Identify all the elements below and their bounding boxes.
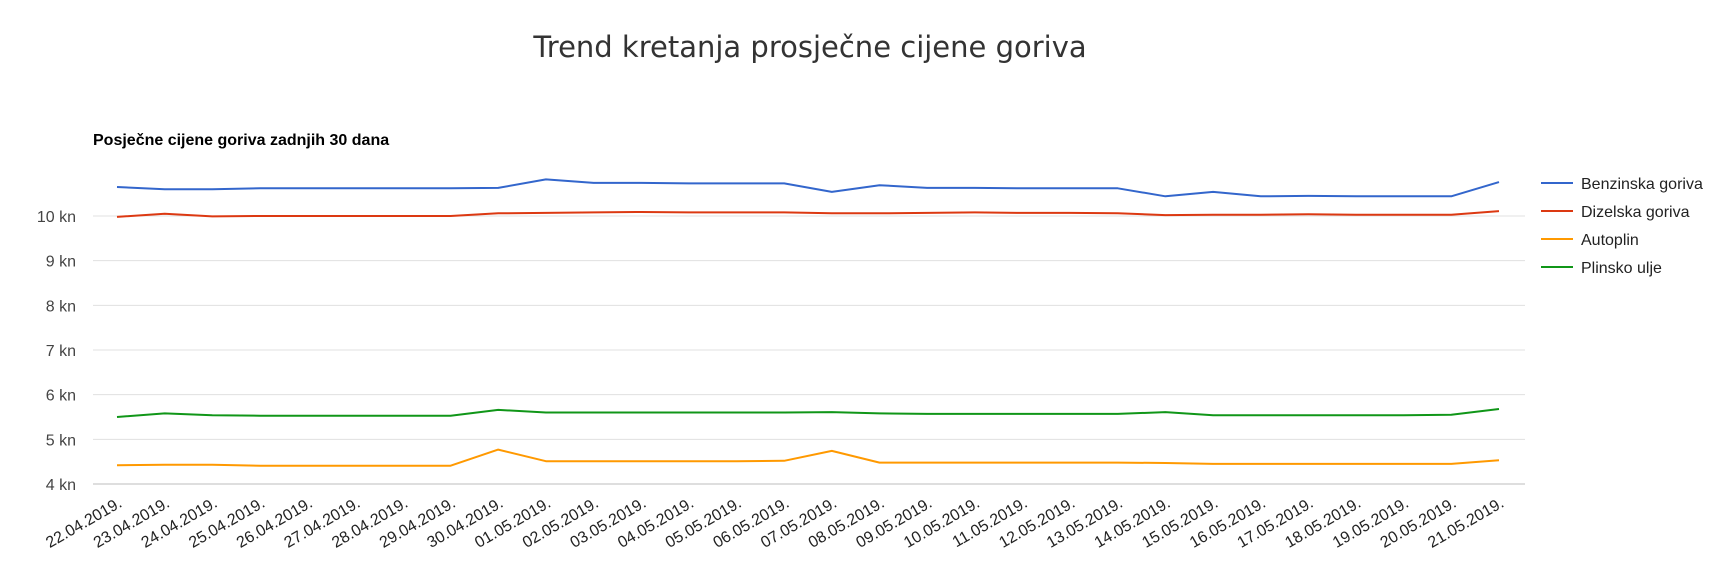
y-tick-label: 9 kn: [46, 254, 76, 271]
legend: Benzinska goriva Dizelska goriva Autoplin P…: [1541, 176, 1703, 277]
series-line-dizelska-goriva: [116, 210, 1500, 218]
y-tick-label: 8 kn: [46, 298, 76, 315]
legend-label: Plinsko ulje: [1581, 260, 1662, 277]
series-line-autoplin: [116, 448, 1500, 467]
y-axis: 4 kn 5 kn 6 kn 7 kn 8 kn 9 kn 10 kn: [37, 209, 76, 494]
page-title: Trend kretanja prosječne cijene goriva: [533, 30, 1087, 64]
series-line-benzinska-goriva: [116, 178, 1500, 198]
y-tick-label: 7 kn: [46, 343, 76, 360]
y-tick-label: 10 kn: [37, 209, 76, 226]
series-lines: [116, 178, 1500, 467]
y-tick-label: 4 kn: [46, 477, 76, 494]
legend-label: Autoplin: [1581, 232, 1639, 249]
legend-label: Dizelska goriva: [1581, 204, 1690, 221]
y-tick-label: 6 kn: [46, 388, 76, 405]
gridlines: [93, 215, 1525, 485]
series-line-plinsko-ulje: [116, 408, 1500, 418]
legend-label: Benzinska goriva: [1581, 176, 1703, 193]
chart-title: Posječne cijene goriva zadnjih 30 dana: [93, 132, 389, 149]
x-axis: 22.04.2019.23.04.2019.24.04.2019.25.04.2…: [43, 495, 1507, 552]
y-tick-label: 5 kn: [46, 432, 76, 449]
